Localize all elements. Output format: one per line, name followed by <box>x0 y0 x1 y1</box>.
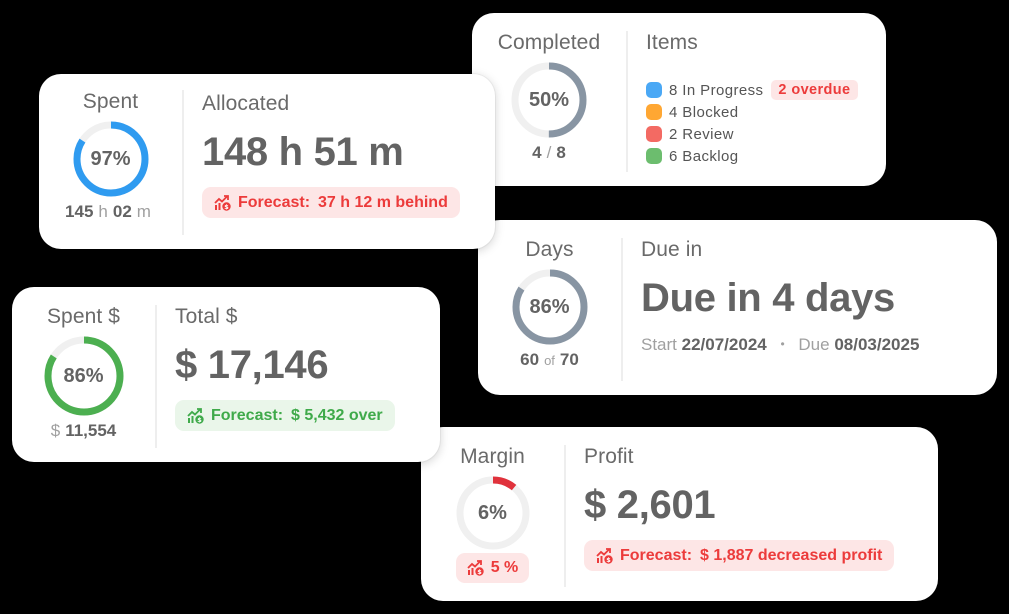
days-summary: Days 86% 60 of 70 <box>478 238 623 381</box>
legend-label: 8 In Progress <box>669 81 764 99</box>
legend-item-blocked[interactable]: 4 Blocked <box>646 101 858 123</box>
spent-dollar-amount: $11,554 <box>51 421 117 441</box>
spent-label: Spent <box>82 90 139 113</box>
forecast-badge: $ Forecast: $ 5,432 over <box>175 400 395 431</box>
blocked-swatch-icon <box>646 104 662 120</box>
forecast-trend-icon: $ <box>596 547 613 564</box>
total-value: $ 17,146 <box>175 343 329 387</box>
profit-label: Profit <box>584 445 634 468</box>
allocated-label: Allocated <box>202 92 290 115</box>
minutes-unit: m <box>136 202 151 221</box>
spent-percent: 97% <box>90 147 131 170</box>
profit-section: Profit $ 2,601 $ Forecast: $ 1,887 decre… <box>566 427 895 601</box>
spent-minutes: 02 <box>112 202 132 221</box>
spent-time: 145 h 02 m <box>65 202 156 222</box>
start-date: 22/07/2024 <box>681 335 767 354</box>
forecast-value: $ 1,887 decreased profit <box>700 546 883 564</box>
svg-text:$: $ <box>477 568 482 576</box>
ring-icon <box>511 62 587 138</box>
margin-label: Margin <box>460 445 525 468</box>
spent-progress-ring: 97% <box>72 120 150 198</box>
review-swatch-icon <box>646 126 662 142</box>
due-value: Due in 4 days <box>641 276 895 320</box>
backlog-swatch-icon <box>646 148 662 164</box>
ring-icon <box>44 336 123 416</box>
in-progress-swatch-icon <box>646 82 662 98</box>
total-section: Total $ $ 17,146 $ Forecast: $ 5,432 ove… <box>157 287 395 462</box>
legend-item-in-progress[interactable]: 8 In Progress 2 overdue <box>646 79 858 101</box>
forecast-value: $ 5,432 over <box>291 406 383 424</box>
legend-item-backlog[interactable]: 6 Backlog <box>646 145 858 167</box>
svg-text:$: $ <box>224 203 229 211</box>
date-range: Start 22/07/2024 • Due 08/03/2025 <box>641 335 919 355</box>
allocated-section: Allocated 148 h 51 m $ Forecast: 37 h 12… <box>184 74 460 249</box>
spent-time-card: Spent 97% 145 h 02 m Allocated 148 h 51 m $… <box>39 74 495 249</box>
completed-total: 8 <box>556 143 566 162</box>
legend-label: 4 Blocked <box>669 103 739 121</box>
overdue-badge: 2 overdue <box>771 80 858 100</box>
days-of: of <box>544 353 555 368</box>
days-label: Days <box>525 238 574 261</box>
spent-dollar-label: Spent $ <box>46 305 121 328</box>
spent-hours: 145 <box>65 202 94 221</box>
start-label: Start <box>641 335 677 354</box>
margin-progress-ring: 6% <box>455 475 531 551</box>
currency-symbol: $ <box>50 421 61 440</box>
margin-card: Margin 6% $ 5 % Profit $ 2,601 <box>421 427 938 601</box>
separator-dot-icon: • <box>780 337 785 351</box>
days-progress-ring: 86% <box>511 268 589 346</box>
margin-percent: 6% <box>478 501 507 524</box>
hours-unit: h <box>98 202 108 221</box>
legend-label: 2 Review <box>669 125 734 143</box>
items-label: Items <box>646 31 698 54</box>
spent-dollar-card: Spent $ 86% $11,554 Total $ $ 17,146 $ F… <box>12 287 440 462</box>
ring-icon <box>512 269 587 345</box>
items-legend: 8 In Progress 2 overdue 4 Blocked 2 Revi… <box>646 79 858 167</box>
days-card: Days 86% 60 of 70 Due in Due in 4 days Sta… <box>478 220 997 395</box>
due-date-label: Due <box>798 335 830 354</box>
completed-progress-ring: 50% <box>510 61 588 139</box>
svg-text:$: $ <box>606 556 611 564</box>
forecast-label: Forecast: <box>620 546 693 564</box>
completed-count: 4/8 <box>532 143 566 163</box>
svg-text:$: $ <box>197 416 202 424</box>
margin-change: 5 % <box>490 559 519 576</box>
profit-value: $ 2,601 <box>584 483 716 527</box>
spent-dollar-summary: Spent $ 86% $11,554 <box>12 305 157 448</box>
days-total: 70 <box>559 350 579 369</box>
due-section: Due in Due in 4 days Start 22/07/2024 • … <box>623 220 919 395</box>
spent-summary: Spent 97% 145 h 02 m <box>39 90 184 235</box>
items-section: Items 8 In Progress 2 overdue 4 Blocked … <box>628 13 858 186</box>
allocated-value: 148 h 51 m <box>202 130 404 174</box>
completed-percent: 50% <box>528 88 570 111</box>
completed-label: Completed <box>497 31 601 54</box>
forecast-trend-icon: $ <box>214 194 231 211</box>
forecast-label: Forecast: <box>211 406 284 424</box>
forecast-trend-icon: $ <box>187 407 204 424</box>
completed-separator: / <box>546 143 552 162</box>
spent-dollar-value: 11,554 <box>65 421 117 440</box>
forecast-trend-icon: $ <box>467 560 484 576</box>
completed-summary: Completed 50% 4/8 <box>472 31 628 172</box>
forecast-value: 37 h 12 m behind <box>318 193 448 211</box>
ring-icon <box>73 121 148 197</box>
ring-icon <box>456 476 529 550</box>
margin-change-badge: $ 5 % <box>455 553 530 583</box>
forecast-badge: $ Forecast: 37 h 12 m behind <box>202 187 460 218</box>
completed-done: 4 <box>532 143 542 162</box>
spent-dollar-progress-ring: 86% <box>43 335 125 417</box>
days-count: 60 of 70 <box>520 350 579 370</box>
legend-label: 6 Backlog <box>669 147 739 165</box>
completed-card: Completed 50% 4/8 Items 8 In Progress 2 … <box>472 13 886 186</box>
margin-summary: Margin 6% $ 5 % <box>421 445 566 587</box>
forecast-label: Forecast: <box>238 193 311 211</box>
total-label: Total $ <box>175 305 238 328</box>
days-percent: 86% <box>529 295 570 318</box>
spent-dollar-percent: 86% <box>63 364 104 387</box>
due-date: 08/03/2025 <box>834 335 920 354</box>
legend-item-review[interactable]: 2 Review <box>646 123 858 145</box>
due-label: Due in <box>641 238 703 261</box>
days-elapsed: 60 <box>520 350 540 369</box>
forecast-badge: $ Forecast: $ 1,887 decreased profit <box>584 540 895 571</box>
